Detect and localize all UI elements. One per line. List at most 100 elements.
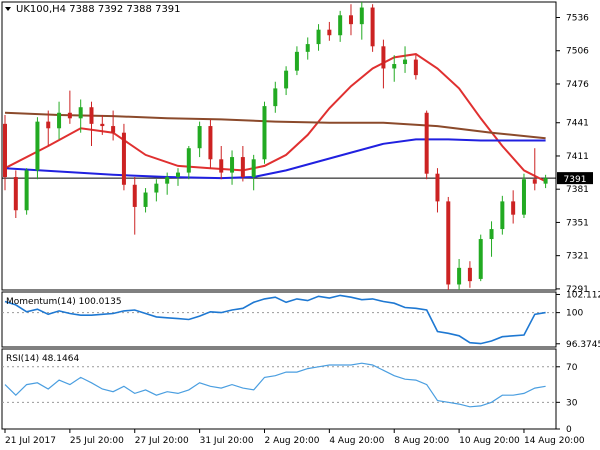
candle xyxy=(262,101,267,164)
candle-body xyxy=(521,179,526,215)
candle xyxy=(413,55,418,80)
candle xyxy=(370,4,375,52)
x-tick-label: 27 Jul 20:00 xyxy=(135,436,189,446)
candle xyxy=(424,110,429,180)
main-ytick-label: 7506 xyxy=(566,47,589,57)
candle-body xyxy=(219,159,224,173)
candle-body xyxy=(13,177,18,211)
candle-body xyxy=(305,44,310,52)
candle-body xyxy=(111,126,116,133)
momentum-line xyxy=(4,294,546,345)
candle-body xyxy=(78,107,83,119)
momentum-ytick-label: 102.1129 xyxy=(566,290,600,300)
candle-body xyxy=(121,132,126,185)
candle-body xyxy=(230,157,235,173)
candle xyxy=(478,234,483,282)
candle-body xyxy=(67,112,72,119)
candle xyxy=(208,119,213,169)
candle xyxy=(46,110,51,146)
main-title: UK100,H4 7388 7392 7388 7391 xyxy=(16,4,181,15)
candle-body xyxy=(457,267,462,285)
moving-average-3 xyxy=(4,138,546,180)
candle-body xyxy=(143,192,148,207)
current-price-badge xyxy=(557,172,593,185)
candle-body xyxy=(370,7,375,47)
candle xyxy=(186,146,191,180)
x-tick-label: 10 Aug 20:00 xyxy=(459,436,520,446)
candle xyxy=(435,168,440,213)
candle-body xyxy=(165,177,170,184)
candle-body xyxy=(284,70,289,89)
candle-body xyxy=(511,201,516,215)
candle xyxy=(13,170,18,218)
candle-body xyxy=(543,178,548,184)
candle xyxy=(446,196,451,290)
candle xyxy=(57,101,62,140)
candle xyxy=(111,110,116,141)
candle-body xyxy=(467,267,472,282)
candle-body xyxy=(132,184,137,207)
candle xyxy=(143,188,148,213)
candle xyxy=(532,148,537,191)
candle xyxy=(381,39,386,89)
candle xyxy=(35,117,40,180)
candle-body xyxy=(489,229,494,240)
main-ytick-label: 7321 xyxy=(566,252,589,262)
collapse-triangle-icon xyxy=(5,7,11,11)
moving-average-2 xyxy=(4,111,546,140)
candle-body xyxy=(478,239,483,279)
candle-body xyxy=(24,170,29,211)
candle xyxy=(316,24,321,51)
candle xyxy=(175,168,180,186)
candle-body xyxy=(381,46,386,69)
candle-body xyxy=(403,59,408,65)
candle xyxy=(403,46,408,73)
candle xyxy=(457,258,462,290)
candle xyxy=(197,121,202,158)
candle xyxy=(392,55,397,82)
candle-body xyxy=(154,183,159,193)
candle-body xyxy=(273,88,278,107)
candle xyxy=(24,168,29,215)
rsi-ytick-label: 30 xyxy=(566,398,578,408)
candle-body xyxy=(208,126,213,160)
candle xyxy=(543,174,548,189)
candle xyxy=(294,46,299,76)
candle xyxy=(78,99,83,133)
candle-body xyxy=(424,112,429,174)
main-ytick-label: 7351 xyxy=(566,218,589,228)
main-ytick-label: 7441 xyxy=(566,119,589,129)
candle-body xyxy=(294,51,299,71)
candle-body xyxy=(240,157,245,178)
candle-body xyxy=(197,126,202,149)
candle xyxy=(154,179,159,202)
candle-body xyxy=(316,29,321,45)
candle-body xyxy=(100,123,105,127)
candle xyxy=(305,37,310,60)
panel-frame-main xyxy=(1,1,557,291)
rsi-line xyxy=(4,362,546,408)
main-ytick-label: 7536 xyxy=(566,14,589,24)
candle xyxy=(89,101,94,146)
rsi-ytick-label: 0 xyxy=(566,425,572,435)
candle-body xyxy=(251,159,256,178)
candle-body xyxy=(57,112,62,129)
candle xyxy=(521,173,526,218)
candle xyxy=(230,150,235,185)
x-tick-label: 14 Aug 20:00 xyxy=(524,436,585,446)
candle xyxy=(348,4,353,36)
momentum-ytick-label: 100 xyxy=(566,309,583,319)
candle xyxy=(273,81,278,113)
current-price-label: 7391 xyxy=(564,175,587,185)
x-tick-label: 2 Aug 20:00 xyxy=(264,436,319,446)
candle xyxy=(67,90,72,124)
candle xyxy=(219,146,224,180)
candle xyxy=(500,195,505,235)
candle-body xyxy=(532,179,537,184)
x-tick-label: 31 Jul 20:00 xyxy=(200,436,254,446)
candle xyxy=(251,154,256,191)
candle xyxy=(165,172,170,195)
candle xyxy=(284,66,289,96)
rsi-ytick-label: 70 xyxy=(566,363,578,373)
